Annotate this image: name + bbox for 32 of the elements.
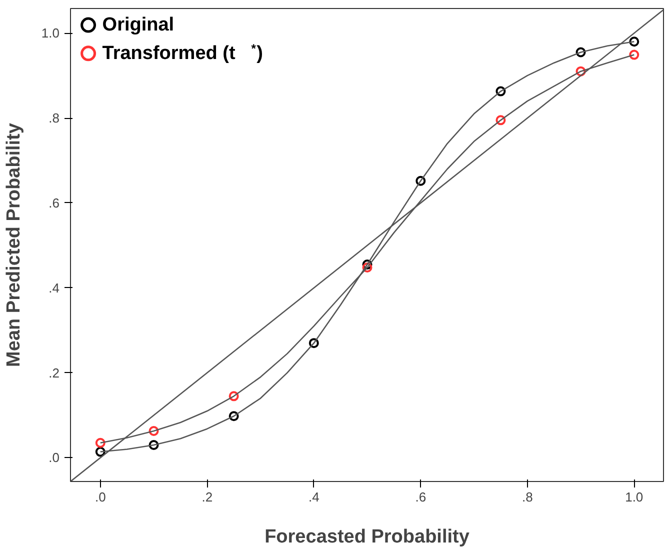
point xyxy=(148,440,159,450)
y-tick-label: .2 xyxy=(48,365,60,380)
y-tick-label: .0 xyxy=(48,450,60,466)
point xyxy=(629,36,640,47)
x-tick-label: .8 xyxy=(522,490,533,504)
x-tick-label: 1.0 xyxy=(625,490,644,504)
y-tick-label: .6 xyxy=(48,195,60,210)
point xyxy=(228,411,239,422)
point xyxy=(496,115,506,126)
x-tick-label: .6 xyxy=(415,490,426,504)
point xyxy=(308,338,319,348)
point xyxy=(576,66,586,76)
y-tick-label: .8 xyxy=(48,110,60,126)
point xyxy=(576,47,586,58)
y-axis-title: Mean Predicted Probability xyxy=(3,122,24,367)
point xyxy=(362,260,372,270)
x-tick-label: .4 xyxy=(308,490,320,504)
point xyxy=(95,438,106,448)
x-axis-title: Forecasted Probability xyxy=(264,526,470,548)
point xyxy=(228,391,239,402)
point xyxy=(362,262,372,272)
point xyxy=(629,50,640,60)
point xyxy=(95,446,106,457)
legend-label: Transformed (t*) xyxy=(102,41,263,64)
y-tick-label: 1.0 xyxy=(41,26,60,41)
x-tick-label: .0 xyxy=(94,490,106,504)
point xyxy=(148,426,159,436)
point xyxy=(416,176,426,186)
y-tick-label: .4 xyxy=(48,280,60,296)
x-tick-label: .2 xyxy=(202,490,213,504)
point xyxy=(496,86,506,96)
legend-label: Original xyxy=(102,14,174,36)
